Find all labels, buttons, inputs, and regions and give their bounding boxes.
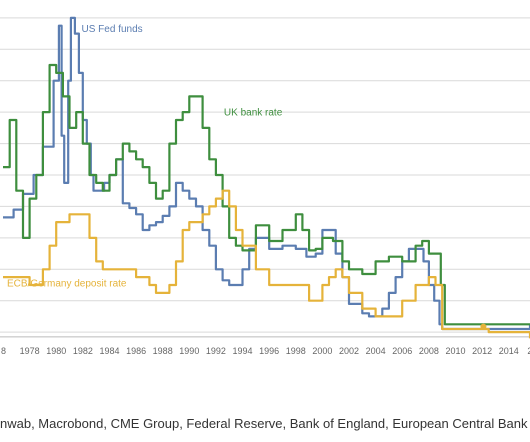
x-tick-label: 1994 (233, 346, 253, 356)
x-tick-label: 2008 (419, 346, 439, 356)
x-tick-label: 1990 (179, 346, 199, 356)
source-note: nwab, Macrobond, CME Group, Federal Rese… (0, 416, 530, 431)
series-line-0 (3, 16, 530, 331)
series-label-2: ECB/Germany deposit rate (7, 279, 127, 290)
x-tick-label: 2010 (445, 346, 465, 356)
series-marker (480, 323, 487, 330)
series-labels: US Fed funds UK bank rate ECB/Germany depo… (7, 24, 283, 290)
x-tick-label: 2006 (392, 346, 412, 356)
series-label-1: UK bank rate (224, 107, 283, 118)
x-tick-label: 1982 (73, 346, 93, 356)
x-axis-ticks: 8 1978 1980 1982 1984 1986 1988 1990 1992 1994 199… (1, 346, 530, 356)
x-tick-label: 2004 (366, 346, 386, 356)
x-tick-label: 2012 (472, 346, 492, 356)
x-tick-label: 1980 (46, 346, 66, 356)
x-tick-label: 2000 (312, 346, 332, 356)
x-tick-label: 1978 (20, 346, 40, 356)
gridlines (0, 17, 530, 338)
x-tick-label: 2002 (339, 346, 359, 356)
x-tick-label: 1984 (99, 346, 119, 356)
x-tick-label: 1998 (286, 346, 306, 356)
x-tick-label: 8 (1, 346, 6, 356)
series-line-2 (3, 189, 530, 339)
x-tick-label: 201 (527, 346, 530, 356)
x-tick-label: 1996 (259, 346, 279, 356)
x-tick-label: 1992 (206, 346, 226, 356)
rates-chart: US Fed funds UK bank rate ECB/Germany depo… (0, 16, 530, 356)
x-tick-label: 1986 (126, 346, 146, 356)
x-tick-label: 2014 (499, 346, 519, 356)
markers (480, 323, 487, 330)
series-label-0: US Fed funds (82, 24, 143, 35)
series-line-1 (3, 63, 530, 326)
x-tick-label: 1988 (153, 346, 173, 356)
series-lines (3, 16, 530, 339)
